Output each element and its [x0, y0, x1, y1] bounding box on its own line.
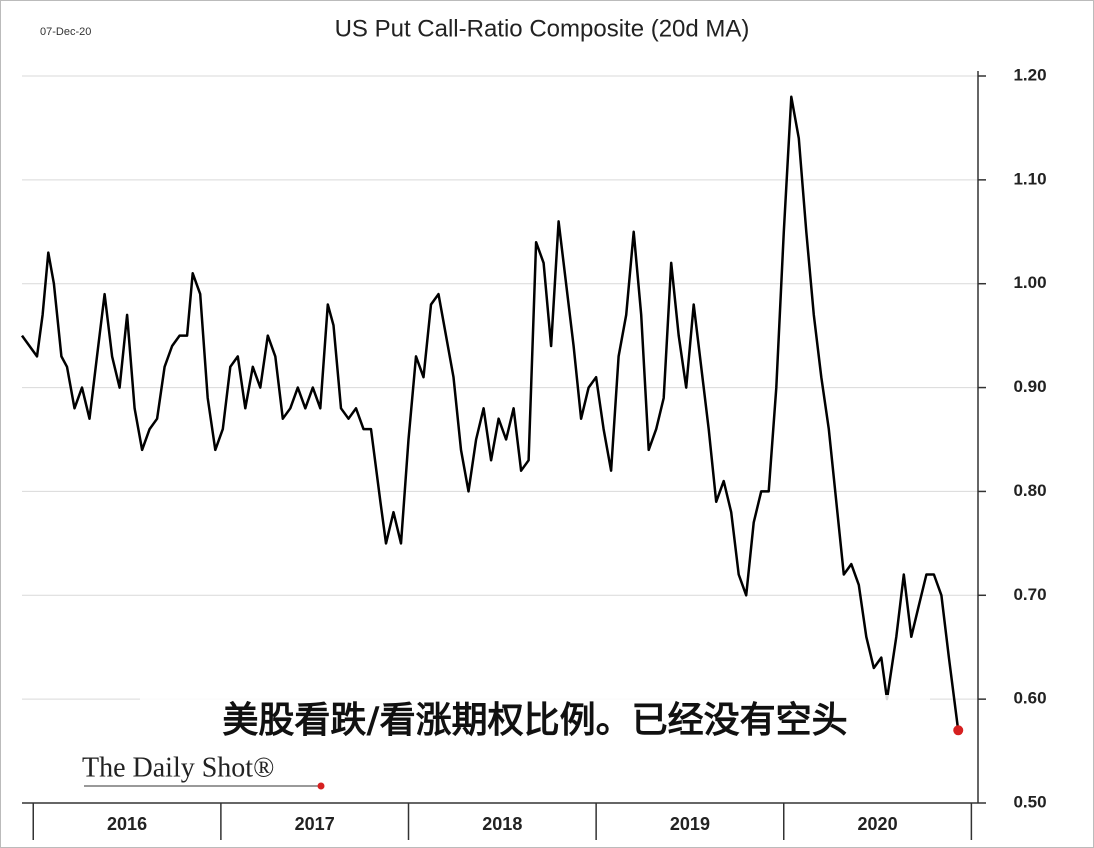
y-tick-label: 0.90: [1013, 377, 1046, 396]
x-tick-label: 2017: [295, 814, 335, 834]
data-line: [20, 95, 960, 731]
annotation: 美股看跌/看涨期权比例。已经没有空头: [222, 700, 847, 741]
annotation-bg: [140, 695, 930, 749]
x-tick-label: 2018: [482, 814, 522, 834]
end-marker: [953, 725, 964, 736]
y-tick-label: 0.60: [1013, 689, 1046, 708]
y-tick-label: 0.50: [1013, 792, 1046, 811]
date-note: 07-Dec-20: [40, 26, 91, 38]
chart-title: US Put Call-Ratio Composite (20d MA): [335, 15, 750, 42]
x-tick-label: 2019: [670, 814, 710, 834]
y-tick-label: 0.70: [1013, 585, 1046, 604]
x-tick-label: 2016: [107, 814, 147, 834]
y-tick-label: 0.80: [1013, 481, 1046, 500]
x-tick-label: 2020: [858, 814, 898, 834]
y-tick-label: 1.10: [1013, 169, 1046, 188]
y-tick-label: 1.20: [1013, 65, 1046, 84]
logo-dot: [317, 782, 325, 790]
y-tick-label: 1.00: [1013, 273, 1046, 292]
source-logo: The Daily Shot®: [82, 752, 274, 783]
